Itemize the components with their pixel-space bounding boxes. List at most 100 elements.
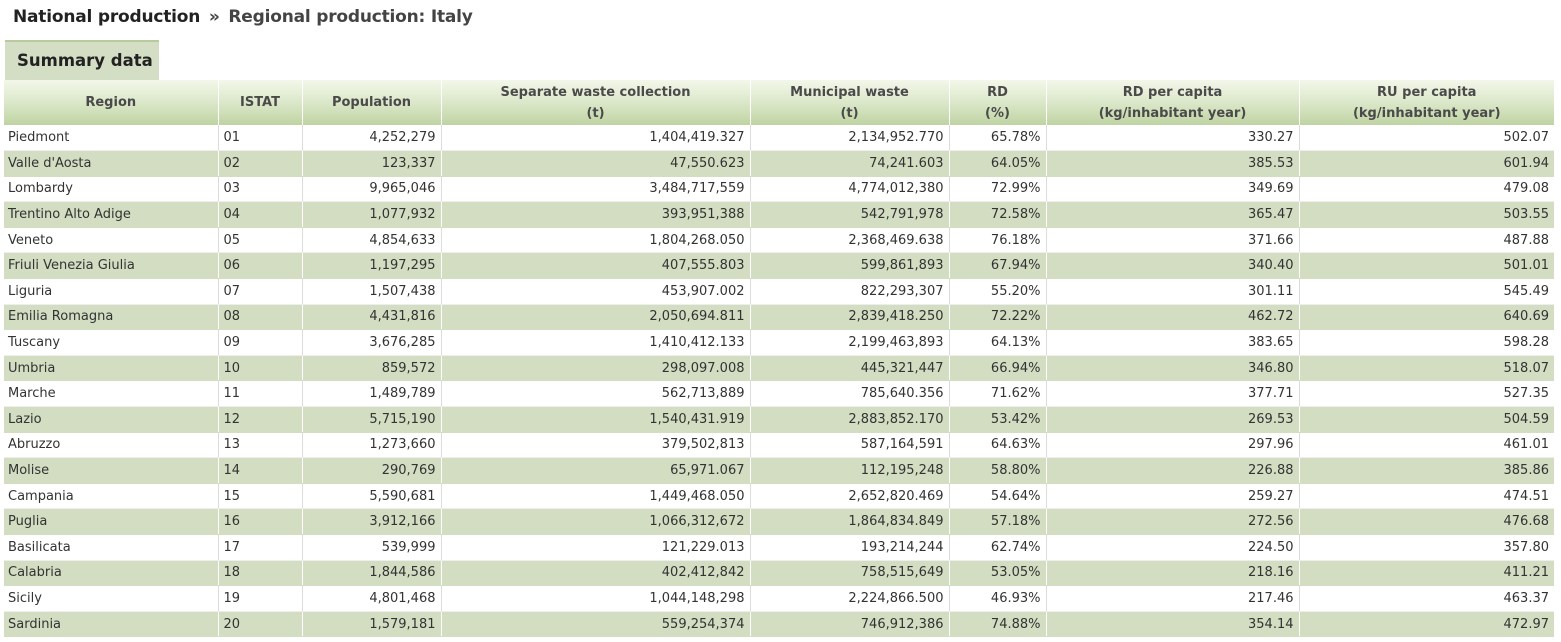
cell-istat: 07 (217, 278, 302, 305)
cell-istat: 19 (217, 585, 302, 612)
cell-rd-percent: 62.74% (948, 534, 1046, 561)
cell-rd-per-capita: 340.40 (1045, 252, 1299, 280)
cell-rd-percent: 72.22% (948, 304, 1046, 331)
cell-rd-percent: 46.93% (948, 585, 1046, 612)
cell-ru-per-capita: 601.94 (1298, 150, 1554, 177)
cell-ru-per-capita: 357.80 (1298, 534, 1554, 561)
cell-ru-per-capita: 598.28 (1298, 329, 1554, 356)
header-istat[interactable]: ISTAT (217, 80, 302, 125)
cell-region: Lazio (4, 406, 218, 433)
cell-separate-waste: 65,971.067 (440, 457, 750, 484)
cell-rd-per-capita: 385.53 (1045, 150, 1299, 177)
cell-ru-per-capita: 411.21 (1298, 560, 1554, 587)
cell-rd-percent: 57.18% (948, 508, 1046, 535)
cell-population: 1,273,660 (301, 432, 441, 459)
cell-region: Calabria (4, 560, 218, 587)
header-region[interactable]: Region (4, 80, 218, 125)
header-separate-waste-collection[interactable]: Separate waste collection (t) (440, 80, 750, 125)
cell-istat: 01 (217, 125, 302, 152)
cell-ru-per-capita: 476.68 (1298, 508, 1554, 535)
cell-istat: 18 (217, 560, 302, 587)
cell-separate-waste: 298,097.008 (440, 355, 750, 382)
cell-istat: 03 (217, 176, 302, 203)
cell-region: Sicily (4, 585, 218, 612)
cell-municipal-waste: 193,214,244 (749, 534, 949, 561)
cell-rd-percent: 72.99% (948, 176, 1046, 203)
cell-separate-waste: 407,555.803 (440, 252, 750, 280)
header-population[interactable]: Population (301, 80, 441, 125)
header-rd-percent[interactable]: RD (%) (948, 80, 1046, 125)
table-row: Basilicata 17 539,999 121,229.013 193,214,24… (4, 534, 1554, 561)
cell-municipal-waste: 445,321,447 (749, 355, 949, 382)
cell-population: 4,431,816 (301, 304, 441, 331)
cell-municipal-waste: 587,164,591 (749, 432, 949, 459)
cell-ru-per-capita: 504.59 (1298, 406, 1554, 433)
cell-ru-per-capita: 463.37 (1298, 585, 1554, 612)
header-ru-per-capita[interactable]: RU per capita (kg/inhabitant year) (1298, 80, 1554, 125)
header-municipal-waste[interactable]: Municipal waste (t) (749, 80, 949, 125)
cell-population: 1,197,295 (301, 252, 441, 280)
table-row: Emilia Romagna 08 4,431,816 2,050,694.811 2,… (4, 304, 1554, 331)
table-row: Veneto 05 4,854,633 1,804,268.050 2,368,469.… (4, 227, 1554, 254)
table-row: Calabria 18 1,844,586 402,412,842 758,515,64… (4, 560, 1554, 587)
cell-region: Umbria (4, 355, 218, 382)
cell-rd-per-capita: 354.14 (1045, 611, 1299, 638)
table-row: Sardinia 20 1,579,181 559,254,374 746,912,38… (4, 611, 1554, 638)
cell-population: 4,252,279 (301, 125, 441, 152)
cell-municipal-waste: 822,293,307 (749, 278, 949, 305)
cell-istat: 08 (217, 304, 302, 331)
cell-ru-per-capita: 527.35 (1298, 380, 1554, 408)
cell-separate-waste: 1,044,148,298 (440, 585, 750, 612)
cell-istat: 02 (217, 150, 302, 177)
cell-rd-per-capita: 377.71 (1045, 380, 1299, 408)
cell-population: 3,676,285 (301, 329, 441, 356)
cell-population: 1,507,438 (301, 278, 441, 305)
table-row: Piedmont 01 4,252,279 1,404,419.327 2,134,95… (4, 125, 1554, 152)
cell-rd-percent: 65.78% (948, 125, 1046, 152)
tab-summary-data[interactable]: Summary data (5, 40, 159, 80)
cell-region: Trentino Alto Adige (4, 201, 218, 228)
cell-separate-waste: 1,540,431.919 (440, 406, 750, 433)
table-row: Lombardy 03 9,965,046 3,484,717,559 4,774,01… (4, 176, 1554, 203)
table-row: Valle d'Aosta 02 123,337 47,550.623 74,241.6… (4, 150, 1554, 177)
cell-municipal-waste: 4,774,012,380 (749, 176, 949, 203)
cell-separate-waste: 1,804,268.050 (440, 227, 750, 254)
cell-population: 1,579,181 (301, 611, 441, 638)
cell-istat: 14 (217, 457, 302, 484)
table-header-row: Region ISTAT Population Separate waste c… (4, 80, 1554, 125)
cell-separate-waste: 2,050,694.811 (440, 304, 750, 331)
table-row: Puglia 16 3,912,166 1,066,312,672 1,864,834.… (4, 508, 1554, 535)
cell-separate-waste: 393,951,388 (440, 201, 750, 228)
cell-istat: 06 (217, 252, 302, 280)
cell-separate-waste: 1,066,312,672 (440, 508, 750, 535)
cell-population: 4,801,468 (301, 585, 441, 612)
cell-ru-per-capita: 545.49 (1298, 278, 1554, 305)
cell-ru-per-capita: 472.97 (1298, 611, 1554, 638)
header-rd-per-capita[interactable]: RD per capita (kg/inhabitant year) (1045, 80, 1299, 125)
cell-rd-per-capita: 259.27 (1045, 483, 1299, 510)
cell-rd-per-capita: 371.66 (1045, 227, 1299, 254)
cell-separate-waste: 453,907.002 (440, 278, 750, 305)
table-row: Campania 15 5,590,681 1,449,468.050 2,652,82… (4, 483, 1554, 510)
cell-region: Emilia Romagna (4, 304, 218, 331)
cell-rd-percent: 67.94% (948, 252, 1046, 280)
cell-region: Piedmont (4, 125, 218, 152)
cell-rd-per-capita: 269.53 (1045, 406, 1299, 433)
cell-rd-percent: 58.80% (948, 457, 1046, 484)
cell-region: Campania (4, 483, 218, 510)
cell-rd-percent: 64.63% (948, 432, 1046, 459)
cell-separate-waste: 379,502,813 (440, 432, 750, 459)
cell-rd-per-capita: 462.72 (1045, 304, 1299, 331)
table-row: Lazio 12 5,715,190 1,540,431.919 2,883,852.1… (4, 406, 1554, 433)
table-row: Umbria 10 859,572 298,097.008 445,321,447 66.… (4, 355, 1554, 382)
cell-region: Sardinia (4, 611, 218, 638)
cell-separate-waste: 1,404,419.327 (440, 125, 750, 152)
breadcrumb-link-national-production[interactable]: National production (13, 7, 201, 27)
cell-istat: 17 (217, 534, 302, 561)
cell-rd-per-capita: 365.47 (1045, 201, 1299, 228)
cell-region: Puglia (4, 508, 218, 535)
cell-ru-per-capita: 474.51 (1298, 483, 1554, 510)
cell-rd-per-capita: 224.50 (1045, 534, 1299, 561)
cell-istat: 05 (217, 227, 302, 254)
table-row: Friuli Venezia Giulia 06 1,197,295 407,555.… (4, 252, 1554, 280)
